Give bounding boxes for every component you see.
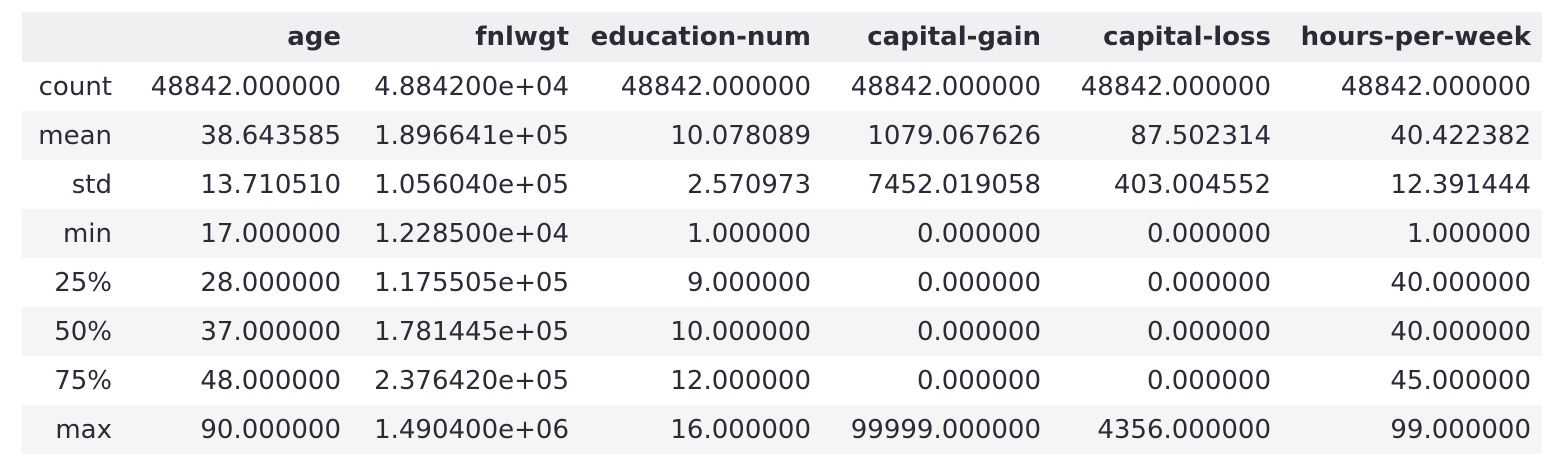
table-row: max 90.000000 1.490400e+06 16.000000 99999.0… [22, 405, 1542, 454]
table-cell: 2.570973 [580, 160, 822, 209]
table-cell: 48842.000000 [1282, 62, 1542, 111]
table-cell: 4356.000000 [1052, 405, 1282, 454]
table-cell: 12.391444 [1282, 160, 1542, 209]
table-cell: 1079.067626 [822, 111, 1052, 160]
column-header: hours-per-week [1282, 12, 1542, 62]
table-cell: 99.000000 [1282, 405, 1542, 454]
row-label: mean [22, 111, 122, 160]
table-row: min 17.000000 1.228500e+04 1.000000 0.000000… [22, 209, 1542, 258]
table-cell: 0.000000 [822, 307, 1052, 356]
table-cell: 1.000000 [580, 209, 822, 258]
table-cell: 4.884200e+04 [352, 62, 580, 111]
table-cell: 12.000000 [580, 356, 822, 405]
table-cell: 2.376420e+05 [352, 356, 580, 405]
table-cell: 1.175505e+05 [352, 258, 580, 307]
table-cell: 40.000000 [1282, 307, 1542, 356]
table-cell: 40.000000 [1282, 258, 1542, 307]
row-label: 50% [22, 307, 122, 356]
table-cell: 1.490400e+06 [352, 405, 580, 454]
header-row: age fnlwgt education-num capital-gain ca… [22, 12, 1542, 62]
table-row: std 13.710510 1.056040e+05 2.570973 7452.019… [22, 160, 1542, 209]
table-cell: 37.000000 [122, 307, 352, 356]
table-cell: 1.781445e+05 [352, 307, 580, 356]
table-row: 25% 28.000000 1.175505e+05 9.000000 0.000000… [22, 258, 1542, 307]
column-header: capital-gain [822, 12, 1052, 62]
table-cell: 48842.000000 [122, 62, 352, 111]
table-cell: 0.000000 [822, 209, 1052, 258]
table-cell: 9.000000 [580, 258, 822, 307]
table-cell: 0.000000 [1052, 258, 1282, 307]
table-row: mean 38.643585 1.896641e+05 10.078089 1079.0… [22, 111, 1542, 160]
table-cell: 48842.000000 [1052, 62, 1282, 111]
table-cell: 7452.019058 [822, 160, 1052, 209]
table-row: 50% 37.000000 1.781445e+05 10.000000 0.00000… [22, 307, 1542, 356]
table-cell: 87.502314 [1052, 111, 1282, 160]
table-cell: 0.000000 [1052, 209, 1282, 258]
dataframe-output: age fnlwgt education-num capital-gain ca… [22, 12, 1542, 454]
index-header [22, 12, 122, 62]
describe-table: age fnlwgt education-num capital-gain ca… [22, 12, 1542, 454]
row-label: 75% [22, 356, 122, 405]
table-cell: 17.000000 [122, 209, 352, 258]
table-cell: 403.004552 [1052, 160, 1282, 209]
table-cell: 0.000000 [1052, 307, 1282, 356]
table-cell: 28.000000 [122, 258, 352, 307]
table-row: count 48842.000000 4.884200e+04 48842.00000… [22, 62, 1542, 111]
column-header: education-num [580, 12, 822, 62]
table-cell: 38.643585 [122, 111, 352, 160]
table-cell: 48842.000000 [822, 62, 1052, 111]
table-cell: 1.896641e+05 [352, 111, 580, 160]
column-header: age [122, 12, 352, 62]
table-row: 75% 48.000000 2.376420e+05 12.000000 0.00000… [22, 356, 1542, 405]
column-header: fnlwgt [352, 12, 580, 62]
table-cell: 48.000000 [122, 356, 352, 405]
table-body: count 48842.000000 4.884200e+04 48842.00000… [22, 62, 1542, 454]
table-cell: 0.000000 [822, 356, 1052, 405]
row-label: count [22, 62, 122, 111]
row-label: min [22, 209, 122, 258]
column-header: capital-loss [1052, 12, 1282, 62]
table-cell: 0.000000 [822, 258, 1052, 307]
table-cell: 1.000000 [1282, 209, 1542, 258]
table-cell: 99999.000000 [822, 405, 1052, 454]
row-label: 25% [22, 258, 122, 307]
table-cell: 90.000000 [122, 405, 352, 454]
table-cell: 48842.000000 [580, 62, 822, 111]
table-cell: 40.422382 [1282, 111, 1542, 160]
table-cell: 1.056040e+05 [352, 160, 580, 209]
table-cell: 16.000000 [580, 405, 822, 454]
table-cell: 45.000000 [1282, 356, 1542, 405]
row-label: std [22, 160, 122, 209]
table-cell: 13.710510 [122, 160, 352, 209]
table-cell: 10.000000 [580, 307, 822, 356]
row-label: max [22, 405, 122, 454]
table-cell: 10.078089 [580, 111, 822, 160]
table-cell: 1.228500e+04 [352, 209, 580, 258]
table-cell: 0.000000 [1052, 356, 1282, 405]
